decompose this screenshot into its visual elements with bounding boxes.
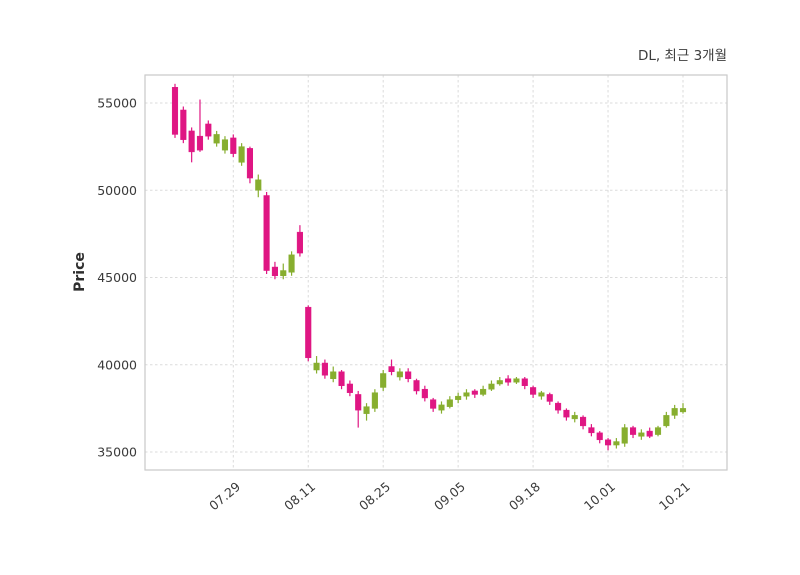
candle-body	[305, 306, 312, 359]
candle-body	[355, 394, 362, 411]
candle-body	[679, 408, 687, 413]
candle-body	[330, 371, 337, 379]
candle-body	[288, 254, 295, 273]
x-tick-label: 08.25	[356, 479, 393, 514]
y-tick-label: 35000	[97, 445, 137, 460]
candle-body	[230, 137, 237, 154]
x-tick-label: 09.18	[506, 479, 543, 514]
candle-body	[446, 399, 453, 407]
candle-body	[538, 392, 545, 397]
plot-border	[144, 74, 728, 471]
chart-title: DL, 최근 3개월	[637, 48, 727, 64]
x-tick-label: 07.29	[206, 479, 243, 514]
candle-body	[346, 383, 353, 393]
candle-body	[338, 371, 345, 386]
candle-body	[196, 135, 204, 151]
candle-body	[221, 139, 229, 151]
candle-body	[654, 427, 662, 435]
candle-body	[471, 390, 478, 395]
candle-body	[480, 388, 487, 395]
candle-body	[296, 231, 303, 254]
candle-body	[580, 416, 587, 427]
candle-body	[213, 134, 220, 144]
candle-body	[371, 392, 378, 409]
candle-body	[646, 430, 653, 437]
x-tick-label: 10.01	[581, 479, 618, 514]
candle-body	[663, 415, 670, 427]
candle-body	[488, 383, 495, 390]
candle-body	[255, 179, 262, 191]
candle-body	[555, 402, 562, 411]
candle-body	[563, 409, 570, 418]
x-tick-label: 08.11	[281, 479, 318, 514]
candle-body	[671, 408, 678, 416]
y-tick-label: 45000	[97, 270, 137, 285]
candle-body	[455, 395, 462, 400]
candle-body	[638, 432, 645, 437]
candle-body	[396, 371, 403, 378]
candle-body	[588, 427, 595, 434]
candle-body	[513, 378, 520, 383]
candle-body	[430, 399, 437, 409]
candle-body	[405, 371, 412, 379]
candle-body	[246, 148, 254, 179]
candle-body	[205, 123, 212, 137]
candle-body	[571, 415, 578, 420]
candle-body	[604, 439, 612, 446]
candle-body	[388, 366, 395, 373]
candle-body	[280, 270, 287, 277]
candle-body	[621, 427, 628, 444]
candle-body	[505, 378, 512, 383]
x-tick-label: 10.21	[656, 479, 693, 514]
y-tick-label: 55000	[97, 96, 137, 111]
candle-body	[496, 380, 503, 385]
candle-body	[629, 427, 637, 435]
candle-body	[363, 406, 370, 414]
candle-body	[413, 380, 420, 392]
candle-body	[321, 362, 328, 376]
candle-body	[380, 373, 387, 388]
y-tick-label: 50000	[97, 183, 137, 198]
y-tick-label: 40000	[97, 357, 137, 372]
candle-body	[263, 195, 270, 271]
candle-body	[171, 87, 179, 135]
candle-body	[271, 266, 278, 277]
candle-body	[421, 388, 428, 399]
candle-body	[546, 394, 553, 402]
candle-body	[180, 109, 187, 140]
candle-body	[613, 441, 620, 446]
candle-body	[463, 392, 470, 397]
candle-body	[313, 362, 320, 371]
x-tick-label: 09.05	[431, 479, 468, 514]
candle-body	[530, 387, 537, 395]
candle-body	[438, 404, 445, 411]
candle-body	[521, 378, 528, 386]
candle-body	[188, 130, 195, 153]
candle-body	[238, 146, 245, 163]
candle-body	[596, 432, 603, 441]
